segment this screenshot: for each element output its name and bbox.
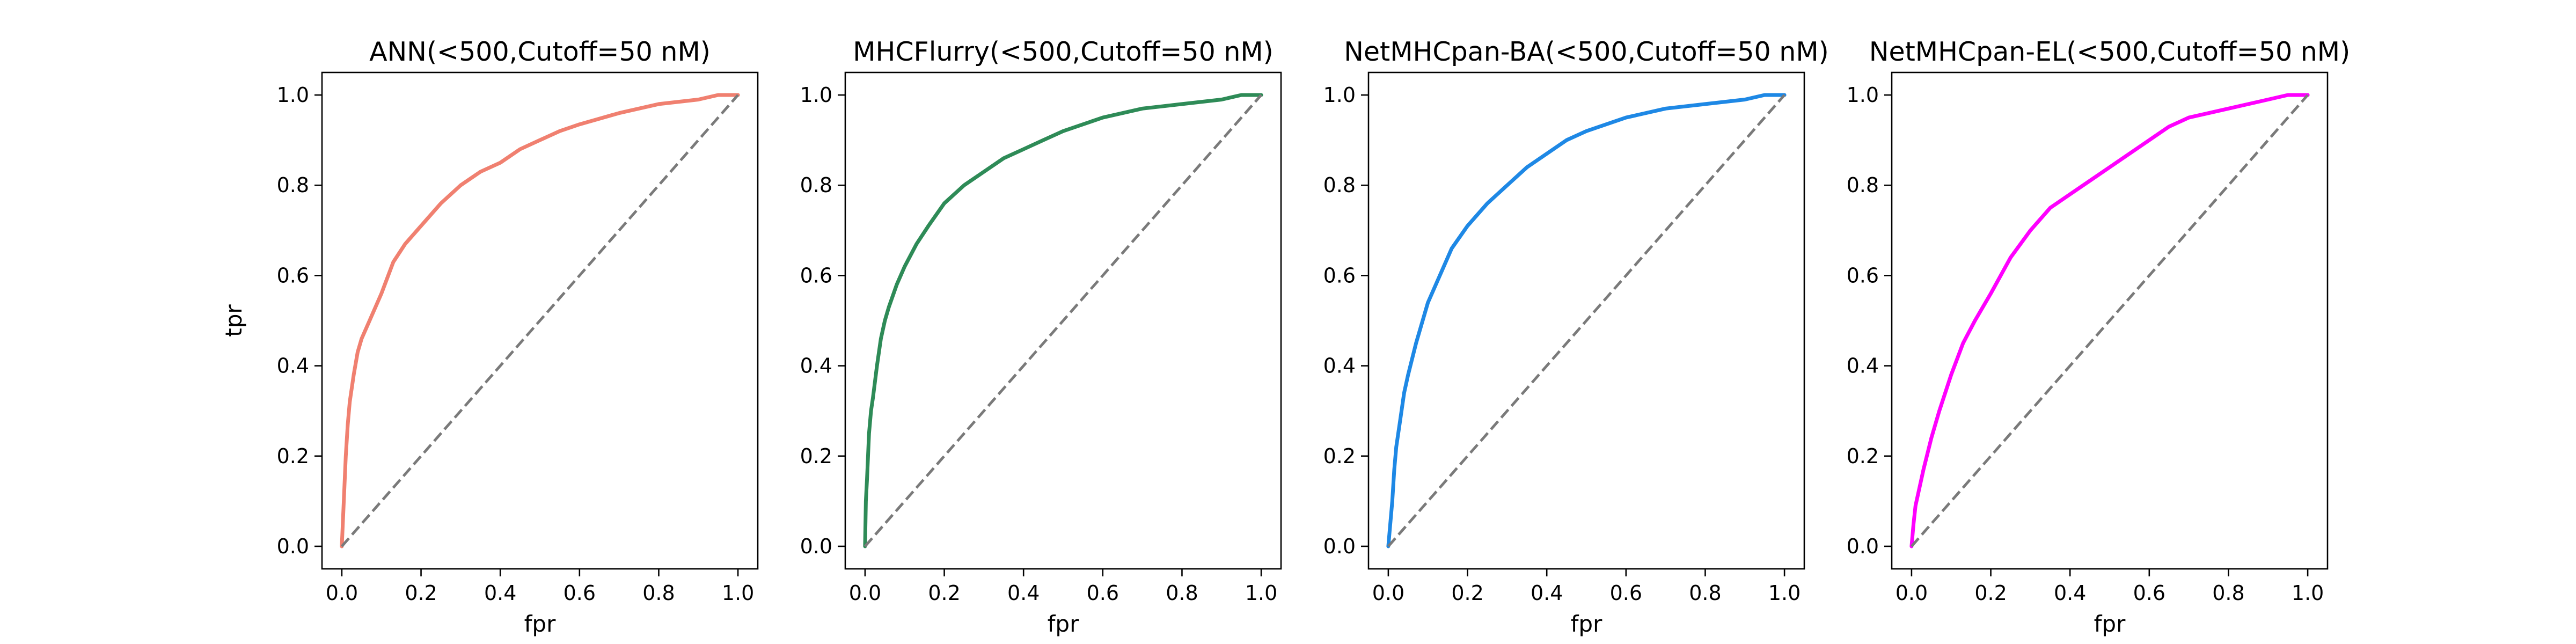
chart-panel-2: MHCFlurry(<500,Cutoff=50 nM) 0.0 0.2 0.4 0.6…: [800, 36, 1282, 637]
y-tick-label: 0.8: [800, 173, 832, 197]
y-tick-label: 0.4: [1323, 354, 1356, 378]
x-axis-label: fpr: [1571, 611, 1602, 637]
y-tick-label: 0.6: [277, 264, 309, 287]
chart-title: MHCFlurry(<500,Cutoff=50 nM): [853, 36, 1274, 67]
axes-frame: [321, 71, 759, 570]
chance-diagonal-line: [1911, 94, 2309, 547]
chart-title: NetMHCpan-BA(<500,Cutoff=50 nM): [1344, 36, 1829, 67]
y-tick-label: 1.0: [277, 83, 309, 107]
x-tick-label: 0.4: [1007, 581, 1040, 605]
y-tick-label: 0.0: [1847, 535, 1879, 558]
x-tick-label: 0.8: [2212, 581, 2244, 605]
y-tick-label: 0.0: [800, 535, 832, 558]
chart-panel-3: NetMHCpan-BA(<500,Cutoff=50 nM) 0.0 0.2 0.4…: [1323, 36, 1829, 637]
y-tick-label: 0.8: [1847, 173, 1879, 197]
x-tick-label: 0.4: [1531, 581, 1563, 605]
x-tick-label: 1.0: [1768, 581, 1801, 605]
x-tick-label: 0.6: [1087, 581, 1119, 605]
x-tick-label: 0.0: [1372, 581, 1404, 605]
x-tick-label: 1.0: [2292, 581, 2324, 605]
y-tick-label: 0.8: [1323, 173, 1356, 197]
x-tick-label: 0.2: [1974, 581, 2007, 605]
y-tick-label: 0.2: [277, 444, 309, 468]
chance-diagonal-line: [341, 94, 739, 547]
x-tick-label: 0.6: [564, 581, 596, 605]
x-tick-label: 0.2: [928, 581, 960, 605]
x-tick-label: 0.6: [2133, 581, 2165, 605]
x-tick-label: 1.0: [722, 581, 754, 605]
y-tick-label: 0.4: [800, 354, 832, 378]
roc-curve: [340, 93, 740, 548]
x-axis-label: fpr: [2094, 611, 2126, 637]
x-tick-label: 0.8: [642, 581, 675, 605]
y-axis-label: tpr: [221, 304, 247, 337]
y-tick-label: 0.6: [800, 264, 832, 287]
x-tick-label: 0.8: [1166, 581, 1198, 605]
x-tick-label: 0.4: [2054, 581, 2086, 605]
y-tick-label: 0.4: [1847, 354, 1879, 378]
roc-curve: [1909, 93, 2310, 548]
roc-curve: [1386, 93, 1787, 548]
y-tick-label: 0.2: [1323, 444, 1356, 468]
x-axis-label: fpr: [524, 611, 556, 637]
x-tick-label: 0.2: [405, 581, 437, 605]
y-tick-label: 0.2: [1847, 444, 1879, 468]
x-tick-label: 0.0: [326, 581, 358, 605]
y-tick-label: 1.0: [1847, 83, 1879, 107]
roc-curve: [863, 93, 1263, 548]
x-tick-label: 0.0: [849, 581, 881, 605]
y-tick-label: 0.6: [1323, 264, 1356, 287]
axes-frame: [1367, 71, 1805, 570]
chart-title: NetMHCpan-EL(<500,Cutoff=50 nM): [1869, 36, 2350, 67]
chart-panels: ANN(<500,Cutoff=50 nM) 0.0 0.2 0.4 0.6 0.8 1.0…: [221, 36, 2350, 637]
y-tick-label: 1.0: [1323, 83, 1356, 107]
x-tick-label: 0.0: [1896, 581, 1928, 605]
y-tick-label: 1.0: [800, 83, 832, 107]
x-tick-label: 0.8: [1689, 581, 1721, 605]
x-tick-label: 0.4: [484, 581, 516, 605]
y-tick-label: 0.2: [800, 444, 832, 468]
y-tick-label: 0.0: [1323, 535, 1356, 558]
x-tick-label: 0.2: [1451, 581, 1483, 605]
y-tick-label: 0.6: [1847, 264, 1879, 287]
chance-diagonal-line: [864, 94, 1262, 547]
y-tick-label: 0.8: [277, 173, 309, 197]
chart-panel-1: ANN(<500,Cutoff=50 nM) 0.0 0.2 0.4 0.6 0.8 1.0…: [221, 36, 759, 637]
x-tick-label: 0.6: [1610, 581, 1642, 605]
y-tick-label: 0.4: [277, 354, 309, 378]
x-axis-label: fpr: [1048, 611, 1079, 637]
chance-diagonal-line: [1387, 94, 1785, 547]
chart-panel-4: NetMHCpan-EL(<500,Cutoff=50 nM) 0.0 0.2 0.4…: [1847, 36, 2351, 637]
chart-title: ANN(<500,Cutoff=50 nM): [369, 36, 711, 67]
axes-frame: [1891, 71, 2329, 570]
x-tick-label: 1.0: [1245, 581, 1277, 605]
axes-frame: [844, 71, 1282, 570]
y-tick-label: 0.0: [277, 535, 309, 558]
